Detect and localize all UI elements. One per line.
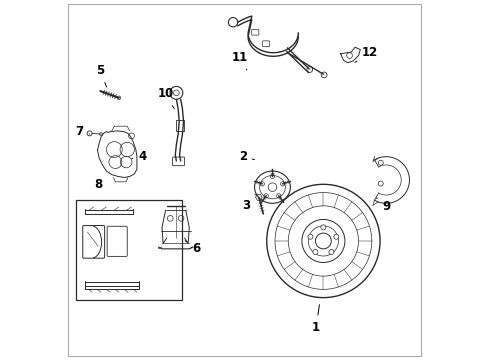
Circle shape [321,72,326,78]
Text: 11: 11 [232,51,248,70]
Bar [176,120,183,131]
Text: 3: 3 [242,194,255,212]
Circle shape [306,67,312,72]
Text: 10: 10 [157,87,174,109]
Text: 1: 1 [311,305,320,333]
Circle shape [312,249,317,255]
Text: 6: 6 [185,241,200,255]
Circle shape [315,233,330,249]
Circle shape [333,234,338,239]
Bar [76,200,182,300]
Text: 5: 5 [96,64,106,87]
Text: 2: 2 [238,150,254,163]
Text: 12: 12 [354,46,377,62]
Circle shape [307,234,312,239]
Circle shape [320,225,325,230]
Circle shape [328,249,333,255]
Text: 9: 9 [376,198,389,213]
Text: 4: 4 [131,150,146,163]
Text: 7: 7 [75,125,89,138]
Text: 8: 8 [94,178,102,191]
